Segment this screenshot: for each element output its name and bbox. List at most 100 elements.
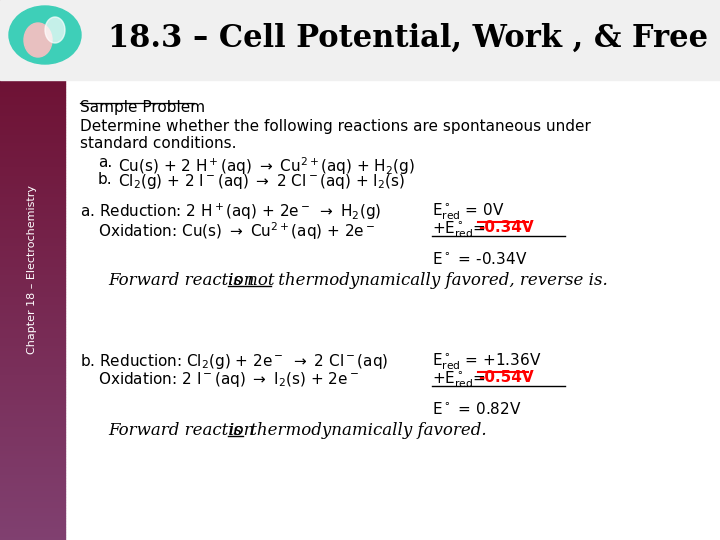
Bar [0,513,65,516]
Bar [0,284,65,286]
Text: b. Reduction: Cl$_2$(g) + 2e$^-$ $\rightarrow$ 2 Cl$^-$(aq): b. Reduction: Cl$_2$(g) + 2e$^-$ $\right… [80,352,389,371]
Bar [0,475,65,478]
Bar [0,178,65,181]
Bar [0,532,65,535]
Text: +E$^\circ_{\rm red}$=: +E$^\circ_{\rm red}$= [432,220,486,240]
Bar [0,146,65,148]
Bar [0,159,65,162]
Bar [0,86,65,89]
Text: -0.34V: -0.34V [478,220,534,235]
Bar [0,162,65,165]
Text: Determine whether the following reactions are spontaneous under: Determine whether the following reaction… [80,119,591,134]
Bar [0,310,65,313]
Bar [0,400,65,402]
Bar [0,446,65,448]
Bar [0,518,65,521]
Bar [0,332,65,335]
Bar [0,256,65,259]
Bar [0,5,65,8]
Bar [0,216,65,219]
Bar [0,367,65,370]
Bar [0,259,65,262]
Bar [0,49,65,51]
Bar [0,108,65,111]
Bar [0,416,65,418]
Bar [0,0,720,80]
Bar [0,211,65,213]
Bar [0,43,65,46]
Bar [0,213,65,216]
Bar [0,89,65,92]
Bar [0,346,65,348]
Bar [0,321,65,324]
Bar [0,16,65,19]
Bar [0,359,65,362]
Bar [0,273,65,275]
Bar [0,451,65,454]
Bar [0,262,65,265]
Bar [0,472,65,475]
Bar [0,230,65,232]
Bar [0,84,65,86]
Bar [0,373,65,375]
Bar [0,200,65,202]
Bar [0,427,65,429]
Bar [0,319,65,321]
Bar [0,348,65,351]
Bar [0,292,65,294]
Bar [0,510,65,513]
Bar [0,340,65,343]
Bar [0,378,65,381]
Bar [0,167,65,170]
Bar [0,424,65,427]
Bar [0,202,65,205]
Bar [0,437,65,440]
Bar [0,105,65,108]
Bar [0,232,65,235]
Bar [0,103,65,105]
Bar [0,386,65,389]
Bar [0,30,65,32]
Bar [0,3,65,5]
Bar [0,351,65,354]
Bar [0,238,65,240]
Bar [0,227,65,229]
Bar [0,443,65,445]
Bar [0,397,65,400]
Bar [0,176,65,178]
Bar [0,78,65,81]
Bar [0,459,65,462]
Bar [0,535,65,537]
Bar [0,464,65,467]
Bar [0,343,65,346]
Bar [0,40,65,43]
Bar [0,286,65,289]
Bar [0,316,65,319]
Bar [0,76,65,78]
Bar [0,405,65,408]
Bar [0,97,65,100]
Bar [0,51,65,54]
Bar [0,100,65,103]
Bar [0,189,65,192]
Bar [0,537,65,540]
Bar [0,22,65,24]
Bar [0,165,65,167]
Bar [0,138,65,140]
Bar [0,370,65,373]
Bar [0,478,65,481]
Bar [0,440,65,443]
Bar [0,324,65,327]
Bar [0,181,65,184]
Bar [0,122,65,124]
Bar [0,300,65,302]
Bar [0,92,65,94]
Bar [0,413,65,416]
Bar [0,111,65,113]
Bar [0,497,65,500]
Bar [0,38,65,40]
Bar [0,489,65,491]
Bar [0,70,65,73]
Bar [0,62,65,65]
Bar [0,0,65,3]
